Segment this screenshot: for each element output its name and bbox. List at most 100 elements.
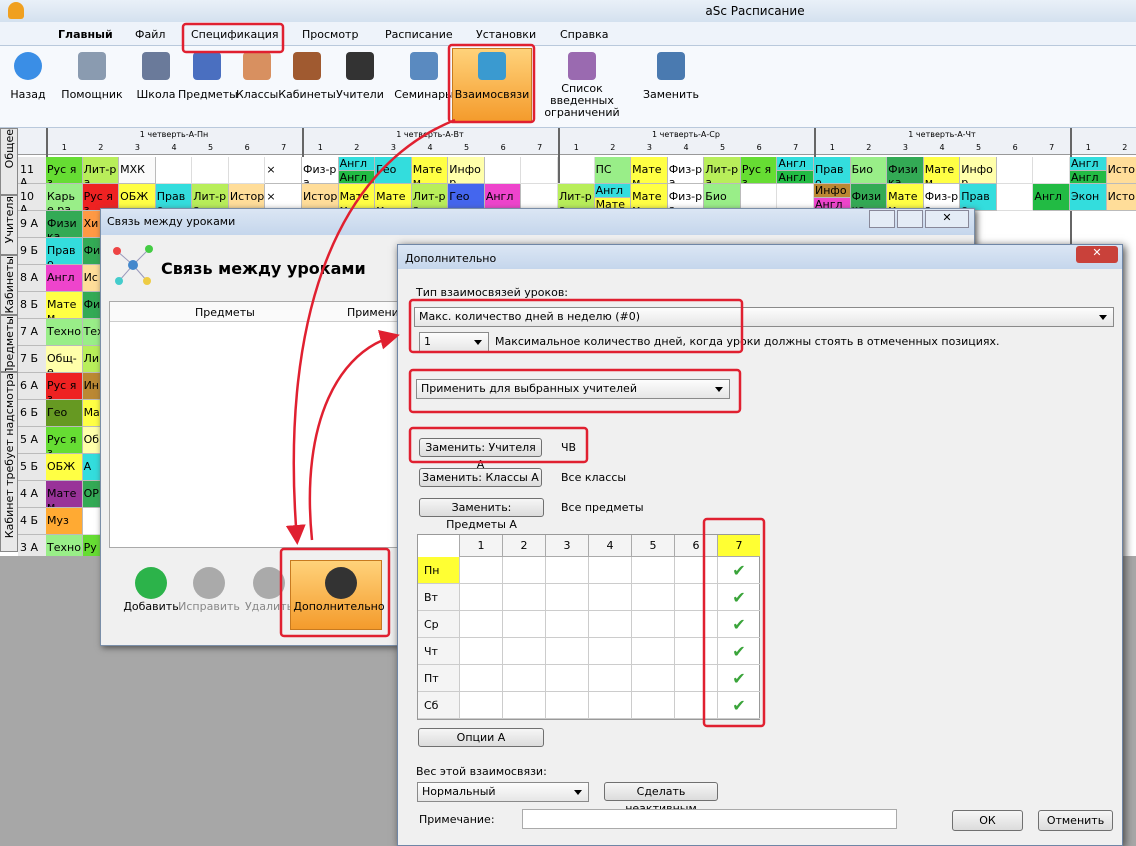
grid-cell[interactable] xyxy=(631,611,674,638)
lesson-cell[interactable]: Техно xyxy=(46,319,83,346)
lesson-cell[interactable]: Инфор xyxy=(448,157,485,184)
lesson-cell[interactable]: Матем xyxy=(631,184,668,211)
lesson-cell[interactable]: Англ xyxy=(484,184,522,211)
grid-cell[interactable] xyxy=(674,557,717,584)
menu-tab[interactable]: Главный xyxy=(58,28,113,41)
grid-period[interactable]: 7 xyxy=(717,535,760,557)
type-select[interactable]: Макс. количество дней в неделю (#0) xyxy=(414,307,1114,327)
class-label[interactable]: 10 А xyxy=(18,184,46,216)
grid-period[interactable]: 3 xyxy=(545,535,588,557)
lesson-cell[interactable]: Истор xyxy=(1106,157,1136,184)
lesson-cell[interactable]: Гео xyxy=(375,157,412,184)
grid-period[interactable]: 5 xyxy=(631,535,674,557)
grid-cell[interactable] xyxy=(674,638,717,665)
lesson-cell[interactable]: Матем xyxy=(594,197,632,211)
grid-cell[interactable]: ✔ xyxy=(717,557,760,584)
lesson-cell[interactable]: Рус яз xyxy=(46,157,83,184)
grid-cell[interactable] xyxy=(545,611,588,638)
lesson-cell[interactable]: Матем xyxy=(411,157,449,184)
lesson-cell[interactable]: Физика xyxy=(46,211,83,238)
grid-day[interactable]: Чт xyxy=(418,638,459,665)
toolbar-button[interactable]: Классы xyxy=(236,88,279,101)
lesson-cell[interactable]: Гео xyxy=(448,184,485,211)
lesson-cell[interactable]: Общ-е xyxy=(46,346,83,373)
grid-day[interactable]: Сб xyxy=(418,692,459,719)
toolbar-button[interactable]: Взаимосвязи xyxy=(454,88,530,101)
grid-cell[interactable] xyxy=(459,692,502,719)
grid-cell[interactable] xyxy=(674,611,717,638)
weight-select[interactable]: Нормальный xyxy=(417,782,589,802)
class-label[interactable]: 5 Б xyxy=(18,454,46,481)
lesson-cell[interactable]: Матем xyxy=(887,184,924,211)
lesson-cell[interactable]: Англ xyxy=(46,265,83,292)
lesson-cell[interactable]: Био xyxy=(704,184,741,211)
toolbar-button[interactable]: Заменить xyxy=(642,88,700,101)
side-tab[interactable]: Кабинет требует надсмотра xyxy=(0,372,18,552)
grid-cell[interactable] xyxy=(502,557,545,584)
grid-period[interactable]: 6 xyxy=(674,535,717,557)
grid-period[interactable]: 2 xyxy=(502,535,545,557)
lesson-cell[interactable]: × xyxy=(265,157,302,184)
lesson-cell[interactable]: Англ xyxy=(1070,157,1107,171)
lesson-cell[interactable]: Био xyxy=(850,157,888,184)
dialog-button[interactable]: Добавить xyxy=(123,600,179,613)
grid-cell[interactable]: ✔ xyxy=(717,611,760,638)
menu-tab[interactable]: Файл xyxy=(135,28,166,41)
grid-cell[interactable] xyxy=(588,638,631,665)
dialog-button[interactable]: Дополнительно xyxy=(293,600,385,613)
lesson-cell[interactable]: Англ xyxy=(1070,170,1107,184)
toolbar-button[interactable]: Кабинеты xyxy=(278,88,336,101)
lesson-cell[interactable]: Право xyxy=(155,184,193,211)
grid-cell[interactable]: ✔ xyxy=(717,584,760,611)
lesson-cell[interactable]: Техно xyxy=(46,535,83,556)
lesson-cell[interactable]: Англ xyxy=(338,157,376,171)
grid-cell[interactable] xyxy=(631,557,674,584)
lesson-cell[interactable]: Муз xyxy=(46,508,83,535)
toolbar-button[interactable]: Список введенных ограничений xyxy=(544,82,620,119)
close-button[interactable]: ✕ xyxy=(1076,246,1118,263)
lesson-cell[interactable]: Физ-ра xyxy=(667,157,705,184)
class-label[interactable]: 4 А xyxy=(18,481,46,508)
lesson-cell[interactable]: Англ xyxy=(594,184,632,198)
lesson-cell[interactable]: Рус яз xyxy=(46,373,83,400)
lesson-cell[interactable]: Физ-ра xyxy=(667,184,705,211)
close-button[interactable]: ✕ xyxy=(925,210,969,228)
grid-cell[interactable] xyxy=(545,584,588,611)
side-tab[interactable]: Кабинеты xyxy=(0,255,18,315)
grid-period[interactable]: 1 xyxy=(459,535,502,557)
minimize-button[interactable] xyxy=(869,210,895,228)
lesson-cell[interactable]: Карье ра xyxy=(46,184,83,211)
lesson-cell[interactable]: Англ xyxy=(1033,184,1070,211)
lesson-cell[interactable]: Истор xyxy=(228,184,266,211)
lesson-cell[interactable]: Матем xyxy=(338,184,376,211)
lesson-cell[interactable]: Рус яз xyxy=(740,157,778,184)
grid-cell[interactable] xyxy=(545,638,588,665)
toolbar-button[interactable]: Предметы xyxy=(178,88,238,101)
lesson-cell[interactable]: Лит-ра xyxy=(411,184,449,211)
replace-button[interactable]: Заменить: Учителя А xyxy=(419,438,542,471)
grid-cell[interactable] xyxy=(631,692,674,719)
note-input[interactable] xyxy=(522,809,897,829)
class-label[interactable]: 3 А xyxy=(18,535,46,556)
toolbar-button[interactable]: Школа xyxy=(136,88,176,101)
menu-tab[interactable]: Расписание xyxy=(385,28,453,41)
grid-cell[interactable] xyxy=(674,584,717,611)
class-label[interactable]: 8 Б xyxy=(18,292,46,319)
lesson-cell[interactable]: Гео xyxy=(46,400,83,427)
lesson-cell[interactable]: Англ xyxy=(777,157,814,171)
class-label[interactable]: 7 Б xyxy=(18,346,46,373)
side-tab[interactable]: Предметы xyxy=(0,315,18,372)
deactivate-button[interactable]: Сделать неактивным xyxy=(604,782,718,815)
options-button[interactable]: Опции А xyxy=(418,728,544,747)
menu-tab[interactable]: Установки xyxy=(476,28,537,41)
dialog-button[interactable]: Исправить xyxy=(178,600,240,613)
count-select[interactable]: 1 xyxy=(419,332,489,352)
lesson-cell[interactable]: ОБЖ xyxy=(119,184,156,211)
grid-cell[interactable] xyxy=(502,665,545,692)
grid-cell[interactable] xyxy=(459,584,502,611)
grid-cell[interactable] xyxy=(545,665,588,692)
lesson-cell[interactable]: Рус яз xyxy=(82,184,120,211)
lesson-cell[interactable]: × xyxy=(265,184,302,211)
lesson-cell[interactable]: Матем xyxy=(631,157,668,184)
grid-cell[interactable]: ✔ xyxy=(717,692,760,719)
